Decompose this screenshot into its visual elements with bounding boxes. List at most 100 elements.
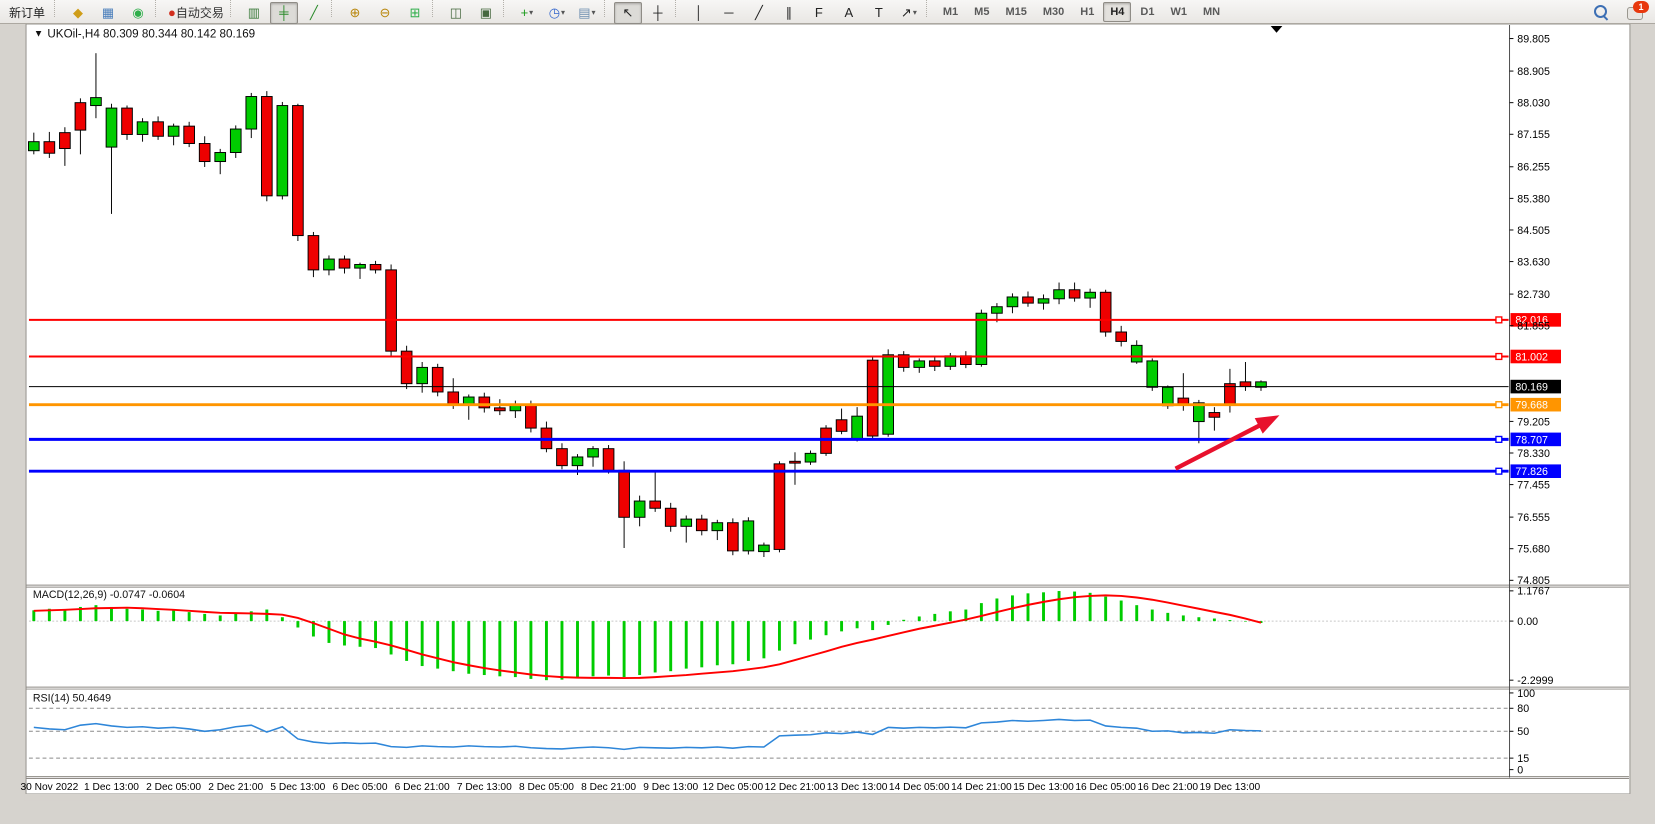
horizontal-line-icon[interactable]: ─ xyxy=(715,2,743,24)
chart-window[interactable]: 100 80 50 150 1.1767 0.00 -2.2999 82.016 81.002 8… xyxy=(0,24,1655,824)
candle-body xyxy=(835,419,848,432)
price-axis-label: 86.255 xyxy=(1517,162,1550,174)
bar-chart-icon: ▥ xyxy=(247,5,261,20)
time-axis-label: 16 Dec 05:00 xyxy=(1075,782,1136,793)
candle-body xyxy=(913,360,926,368)
add-indicator-icon[interactable]: + ▾ xyxy=(513,2,541,24)
chevron-down-icon[interactable]: ▾ xyxy=(591,7,596,17)
line-handle[interactable] xyxy=(1495,435,1503,443)
candle-body xyxy=(711,522,724,532)
timeframe-w1[interactable]: W1 xyxy=(1170,5,1187,18)
line-handle[interactable] xyxy=(1495,352,1503,361)
candlestick-chart-icon[interactable]: ╪ xyxy=(269,1,298,24)
trendline-icon[interactable]: ╱ xyxy=(745,2,773,24)
candle-body xyxy=(695,518,708,532)
cursor-icon[interactable]: ↖ xyxy=(613,1,642,24)
zoom-out-icon[interactable]: ⊖ xyxy=(371,2,399,24)
candle-body xyxy=(789,460,801,464)
chart-generated-layer: 100 80 50 150 1.1767 0.00 -2.2999 82.016 81.002 8… xyxy=(20,24,1631,801)
toolbar-separator xyxy=(431,0,439,17)
timeframe-mn[interactable]: MN xyxy=(1202,5,1221,18)
trend-arrow-line[interactable] xyxy=(1174,421,1265,471)
price-axis-label: 88.030 xyxy=(1517,98,1550,110)
chevron-down-icon[interactable]: ▾ xyxy=(529,7,534,17)
zoom-in-icon[interactable]: ⊕ xyxy=(341,2,369,24)
crosshair-icon: ┼ xyxy=(653,5,663,20)
price-tag-label: 78.707 xyxy=(1515,434,1548,446)
new-order-button[interactable]: 新订单 xyxy=(3,2,51,24)
chart-shift-marker[interactable] xyxy=(1270,25,1283,33)
price-axis-label: 77.455 xyxy=(1517,479,1550,491)
crosshair-icon[interactable]: ┼ xyxy=(644,2,672,24)
price-axis-label: 85.380 xyxy=(1517,193,1550,205)
equidistant-channel-icon[interactable]: ∥ xyxy=(775,2,803,24)
toolbar-buttons: 新订单 ◆ ▦ ◉ ● 自动交易 ▥ ╪ ╱ ⊕ ⊖ ⊞ ◫ ▣ + ▾ ◷ ▾ ▤ ▾ ↖ ┼ │ ─ ╱ ∥ F A T ↗ ▾ xyxy=(2,0,935,24)
equidistant-channel-icon: ∥ xyxy=(785,5,793,20)
search-icon[interactable] xyxy=(1591,2,1619,22)
line-handle[interactable] xyxy=(1495,467,1503,475)
candle-body xyxy=(1053,289,1065,300)
toolbar-separator xyxy=(603,0,611,17)
candle-body xyxy=(167,125,180,137)
expert-advisors-icon[interactable]: ◆ xyxy=(64,2,92,24)
templates-icon[interactable]: ▤ ▾ xyxy=(573,2,601,24)
fibonacci-icon[interactable]: F xyxy=(805,2,833,24)
line-handle[interactable] xyxy=(1495,401,1503,409)
profile-icon[interactable]: ▦ xyxy=(94,2,122,24)
time-axis-label: 8 Dec 05:00 xyxy=(519,782,574,793)
rsi-axis-label: 0 xyxy=(1517,765,1523,777)
candle-body xyxy=(152,121,164,137)
candle-body xyxy=(928,360,941,367)
time-axis-label: 19 Dec 13:00 xyxy=(1200,782,1261,793)
arrows-tool-icon[interactable]: ↗ ▾ xyxy=(895,2,923,24)
arrows-tool-icon: ↗ xyxy=(900,5,912,20)
time-axis-label: 14 Dec 05:00 xyxy=(889,782,950,793)
price-axis-label: 84.505 xyxy=(1517,225,1550,237)
tile-windows-icon[interactable]: ⊞ xyxy=(401,2,429,24)
timeframe-m30[interactable]: M30 xyxy=(1042,5,1065,18)
time-axis-label: 13 Dec 13:00 xyxy=(827,782,888,793)
cursor-icon: ↖ xyxy=(622,5,634,20)
candle-body xyxy=(1239,381,1252,388)
candle-body xyxy=(866,359,879,437)
timeframe-m5[interactable]: M5 xyxy=(974,5,990,18)
time-axis-label: 16 Dec 21:00 xyxy=(1137,782,1198,793)
candle-body xyxy=(509,404,522,412)
price-tag xyxy=(1510,397,1561,412)
candle-body xyxy=(882,354,895,435)
toolbar-separator xyxy=(502,0,510,17)
notifications-icon[interactable]: 1 xyxy=(1627,0,1649,20)
trend-arrow-head[interactable] xyxy=(1254,415,1280,434)
price-tag-label: 82.016 xyxy=(1515,315,1548,327)
price-tag xyxy=(1510,349,1561,364)
timeframe-m1[interactable]: M1 xyxy=(942,5,959,18)
rsi-line xyxy=(33,718,1262,751)
candle-body xyxy=(27,141,40,152)
notification-badge: 1 xyxy=(1633,0,1649,13)
vertical-line-icon[interactable]: │ xyxy=(685,2,713,24)
candle-body xyxy=(1146,360,1159,388)
arrange-charts-icon[interactable]: ◫ xyxy=(442,2,470,24)
line-handle[interactable] xyxy=(1495,316,1503,324)
macd-axis-label: 0.00 xyxy=(1517,616,1538,628)
price-axis-label: 87.155 xyxy=(1517,129,1550,141)
signals-icon[interactable]: ◉ xyxy=(124,2,152,24)
timeframe-d1[interactable]: D1 xyxy=(1140,5,1155,18)
timeframe-m15[interactable]: M15 xyxy=(1005,5,1027,18)
auto-trading-button[interactable]: ● 自动交易 xyxy=(165,2,227,24)
chevron-down-icon[interactable]: ▾ xyxy=(912,7,917,17)
cascade-windows-icon[interactable]: ▣ xyxy=(472,2,500,24)
line-chart-icon[interactable]: ╱ xyxy=(300,2,328,24)
periods-icon[interactable]: ◷ ▾ xyxy=(543,2,571,24)
price-axis-label: 79.205 xyxy=(1517,416,1550,428)
timeframe-h4[interactable]: H4 xyxy=(1103,1,1132,22)
bar-chart-icon[interactable]: ▥ xyxy=(240,2,268,24)
chevron-down-icon[interactable]: ▾ xyxy=(561,7,566,17)
text-label-icon[interactable]: T xyxy=(865,2,893,24)
candle-body xyxy=(416,366,428,385)
timeframe-h1[interactable]: H1 xyxy=(1080,5,1095,18)
text-icon[interactable]: A xyxy=(835,2,863,24)
time-axis-label: 6 Dec 05:00 xyxy=(333,782,388,793)
toolbar-separator xyxy=(674,0,682,17)
one-click-trading-toggle[interactable]: ▼ xyxy=(34,29,44,40)
